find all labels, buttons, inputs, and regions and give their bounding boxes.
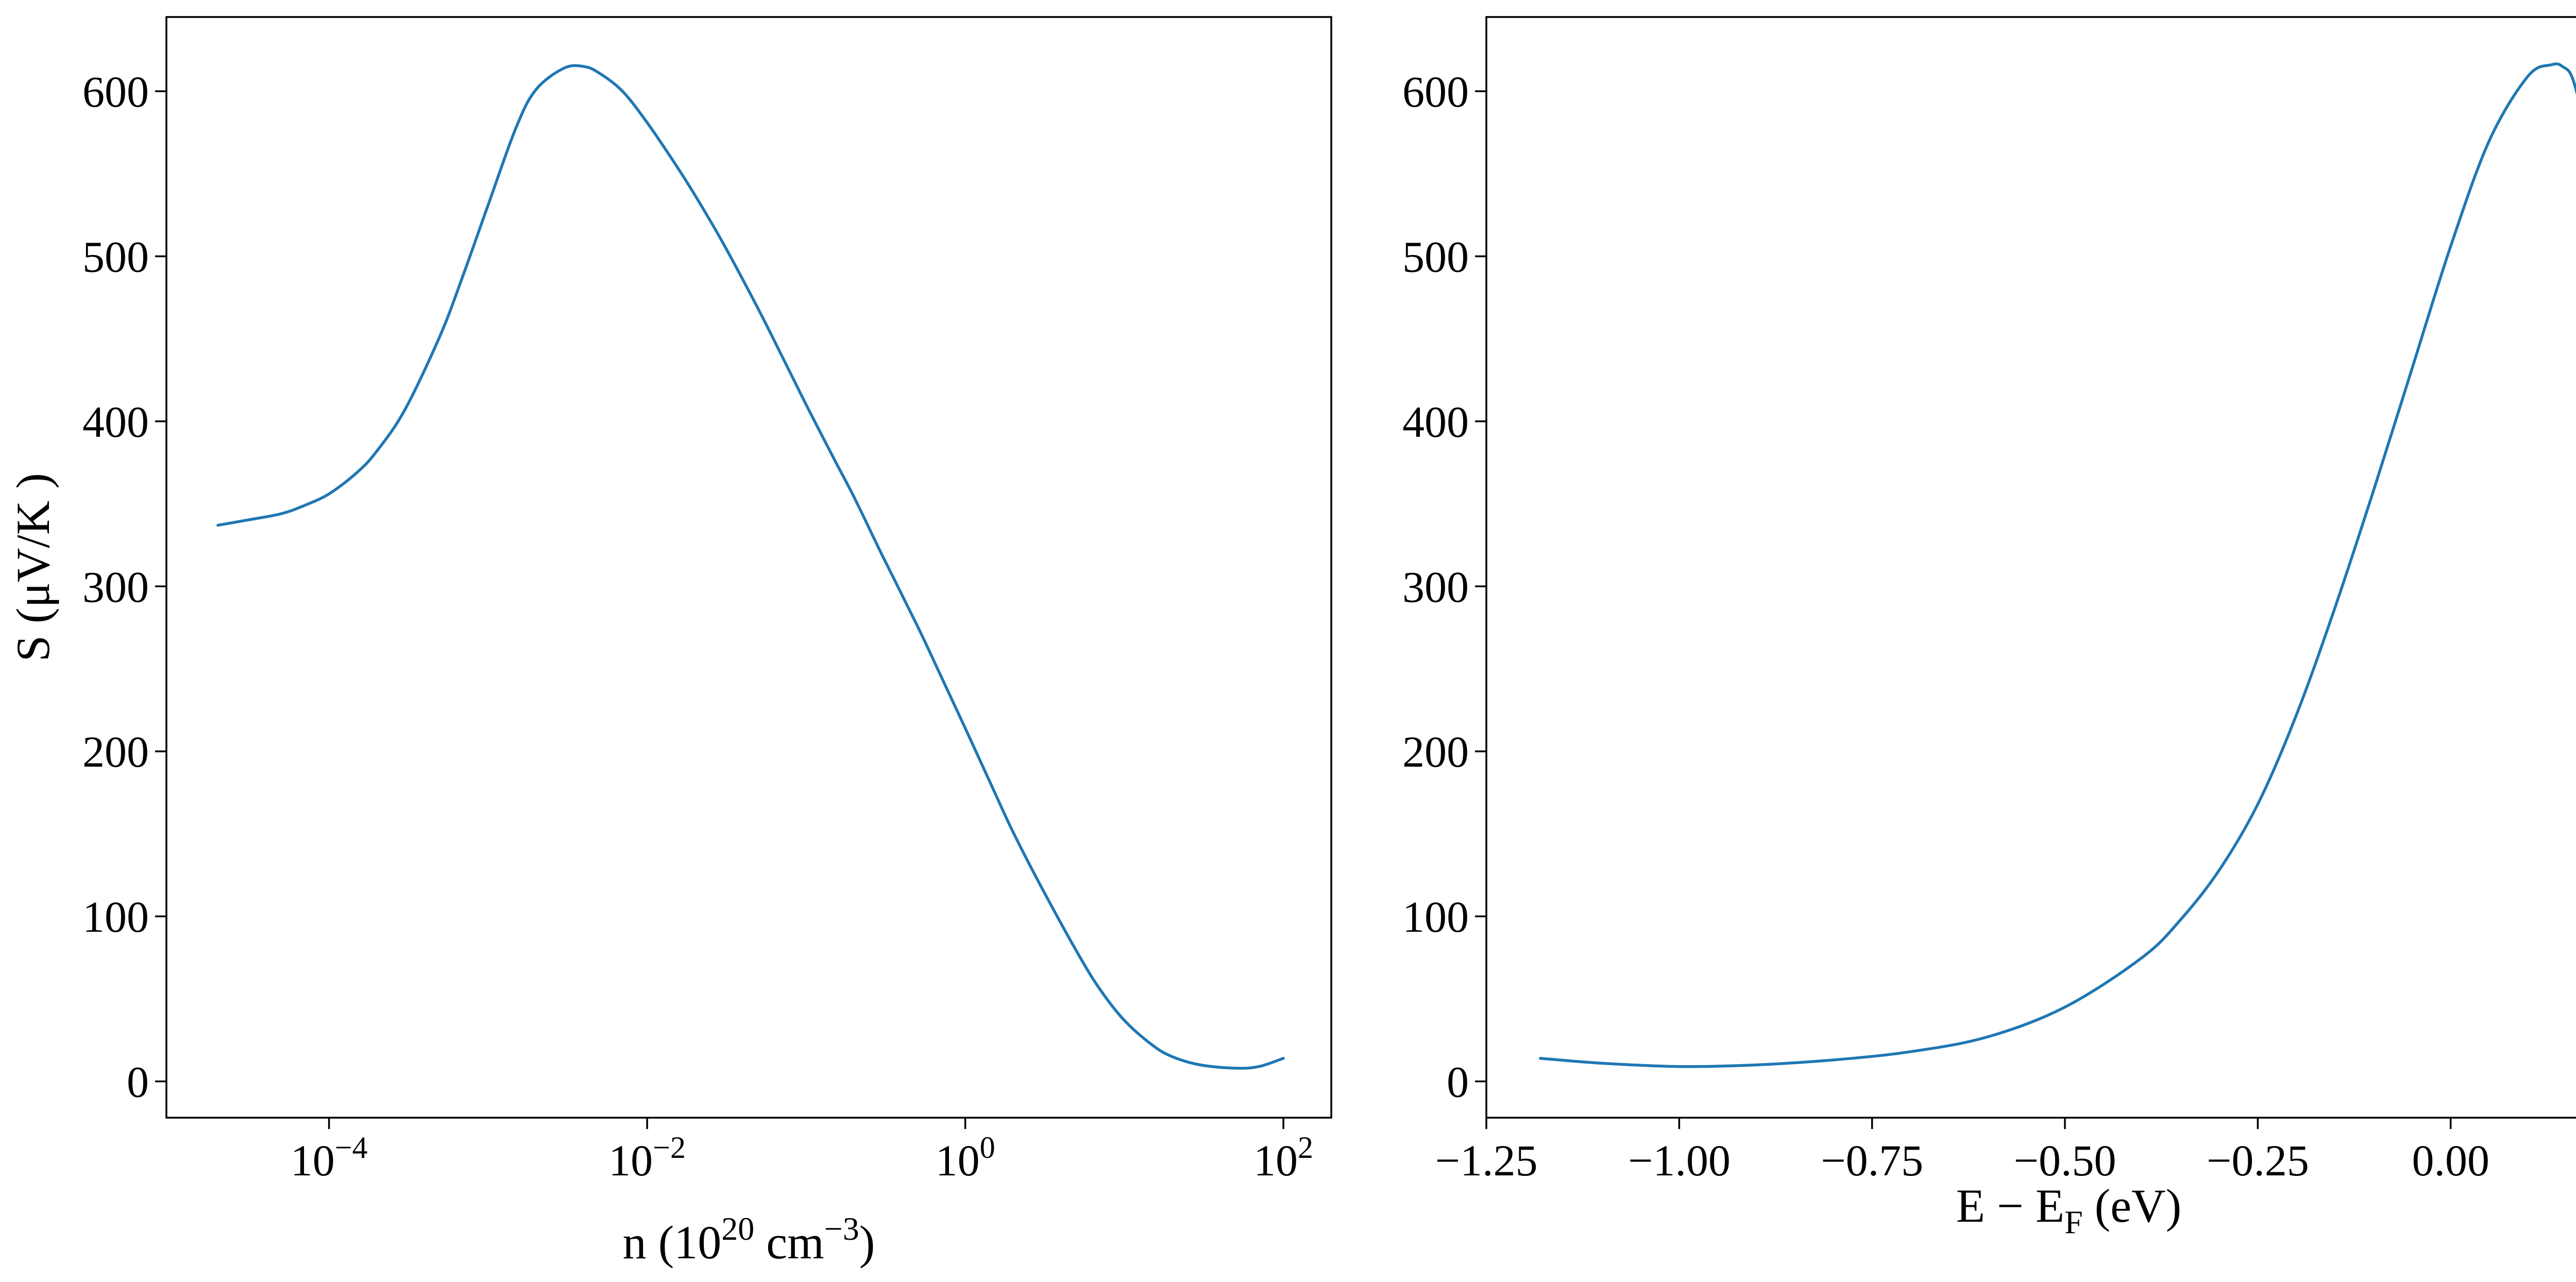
y-tick-label: 500	[1402, 232, 1469, 282]
series-line-0	[216, 64, 1285, 1070]
y-tick-label: 200	[82, 727, 149, 777]
y-tick-label: 100	[82, 892, 149, 942]
x-tick-label: −0.50	[2014, 1136, 2116, 1185]
y-tick-label: 100	[1402, 892, 1469, 942]
series-line-0	[1539, 62, 2576, 1068]
y-tick-label: 400	[82, 397, 149, 447]
y-tick-label: 400	[1402, 397, 1469, 447]
x-tick-label: 10−2	[608, 1131, 686, 1185]
x-tick-label: 0.00	[2412, 1136, 2489, 1185]
y-tick-label: 600	[1402, 67, 1469, 116]
y-tick-label: 300	[1402, 562, 1469, 611]
x-tick-label: 10−4	[291, 1131, 368, 1185]
x-axis-label: n (1020 cm−3)	[623, 1210, 875, 1269]
y-tick-label: 600	[82, 67, 149, 116]
y-tick-label: 500	[82, 232, 149, 282]
x-tick-label: 102	[1253, 1131, 1313, 1185]
y-axis-label: S (μV/K )	[7, 473, 59, 661]
y-tick-label: 0	[1447, 1057, 1469, 1107]
right-panel-seebeck-vs-energy: 0 100 200 300 400 500 600 −1.25 −1.00 −0.75 −0.50 −…	[1402, 16, 2576, 1240]
y-tick-label: 200	[1402, 727, 1469, 777]
plot-area-frame	[1485, 16, 2576, 1119]
x-tick-label: −1.25	[1435, 1136, 1537, 1185]
y-tick-label: 300	[82, 562, 149, 611]
x-tick-label: −0.25	[2207, 1136, 2309, 1185]
x-tick-label: 100	[936, 1131, 995, 1185]
left-panel-seebeck-vs-carrier-concentration: 0 100 200 300 400 500 600 10−4 10−2 100 102 n (1020…	[7, 16, 1332, 1269]
x-axis-label: E − EF (eV)	[1956, 1180, 2181, 1240]
plot-area-frame	[165, 16, 1332, 1119]
y-tick-label: 0	[127, 1057, 149, 1107]
x-tick-label: −1.00	[1628, 1136, 1731, 1185]
x-tick-label: −0.75	[1821, 1136, 1923, 1185]
